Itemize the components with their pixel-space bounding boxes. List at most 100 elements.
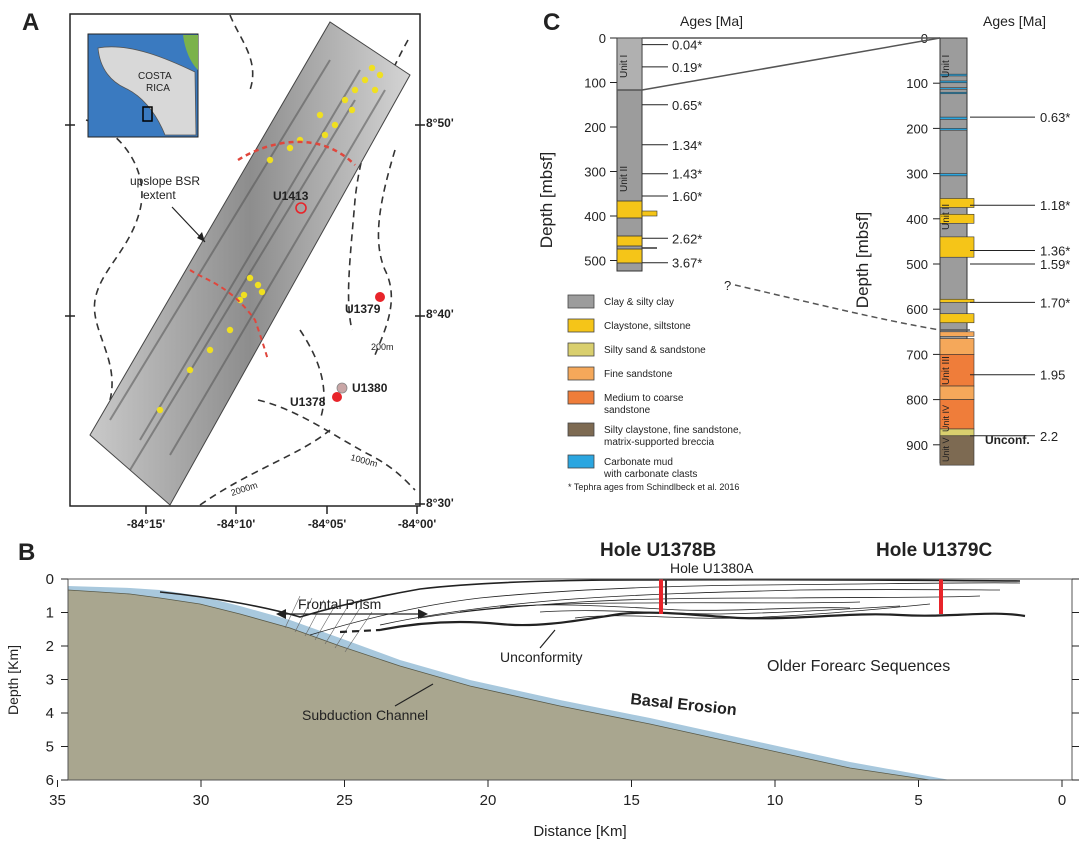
depth-tick-label: 0: [599, 31, 606, 46]
depth-label-right: Depth [mbsf]: [853, 212, 872, 308]
legend-label: Medium to coarse: [604, 393, 684, 404]
left-unit-i-block: [616, 37, 643, 91]
site-u1379-marker: [375, 292, 385, 302]
age-label: 3.67*: [672, 256, 702, 271]
legend-label: Silty sand & sandstone: [604, 345, 706, 356]
y-tick-label: 2: [46, 638, 54, 655]
depth-tick-label: 800: [906, 393, 928, 408]
age-label: 0.63*: [1040, 110, 1070, 125]
y-tick-label: 0: [46, 571, 54, 588]
older-forearc-label: Older Forearc Sequences: [767, 658, 950, 675]
contour-line: [85, 119, 143, 401]
seep-marker: [266, 156, 274, 164]
y-tick-label: 3: [46, 672, 54, 689]
arrow-right-icon: [418, 609, 428, 619]
depth-tick-label: 400: [584, 209, 606, 224]
depth-label-left: Depth [mbsf]: [537, 152, 556, 248]
depth-tick-label: 700: [906, 347, 928, 362]
site-u1378-label: U1378: [290, 395, 326, 409]
section-x-ticks: 35 30 25 20 15 10 5 0: [49, 780, 1066, 809]
right-unit-label: Unit IV: [941, 405, 951, 432]
lithology-bed: [939, 331, 975, 337]
legend-swatch: [567, 294, 595, 309]
right-depth-ticks: 0100200300400500600700800900: [906, 31, 940, 453]
unconformity-dashed: [339, 628, 381, 634]
lithology-bed: [939, 87, 968, 90]
legend-swatch: [567, 422, 595, 437]
tephra-footnote: * Tephra ages from Schindlbeck et al. 20…: [568, 482, 739, 492]
lithology-bed: [939, 399, 975, 430]
panel-a: A COSTA: [22, 9, 454, 531]
seep-marker: [258, 288, 266, 296]
depth-tick-label: 300: [584, 165, 606, 180]
lat-tick-label: 8°50': [426, 116, 454, 130]
left-unit-label: Unit II: [619, 166, 630, 192]
legend-swatch: [567, 390, 595, 405]
map-ticks: [65, 124, 425, 514]
inset-country-line2: RICA: [146, 83, 170, 94]
lithology-bed: [939, 435, 975, 466]
contour-line: [199, 429, 331, 506]
x-tick-label: 35: [49, 792, 66, 809]
panel-b-letter: B: [18, 539, 35, 566]
lithology-bed: [939, 173, 968, 177]
age-label: 1.70*: [1040, 295, 1070, 310]
right-unit-label: Unit V: [941, 437, 951, 462]
depth-tick-label: 900: [906, 438, 928, 453]
contour-line: [299, 329, 325, 421]
arrow-left-icon: [276, 609, 286, 619]
claystone-bed: [616, 200, 643, 219]
section-y-label: Depth [Km]: [5, 645, 21, 715]
lat-tick-label: 8°40': [426, 307, 454, 321]
question-mark: ?: [724, 278, 731, 293]
unconformity-annotation: Unconformity: [500, 649, 582, 665]
lithology-bed: [939, 236, 975, 258]
seep-marker: [156, 406, 164, 414]
subduction-channel-label: Subduction Channel: [302, 707, 428, 723]
depth-tick-label: 300: [906, 167, 928, 182]
legend-label: Clay & silty clay: [604, 297, 674, 308]
lithology-bed: [939, 91, 968, 95]
site-u1380-label: U1380: [352, 381, 388, 395]
seep-marker: [186, 366, 194, 374]
age-label: 0.19*: [672, 60, 702, 75]
seep-marker: [371, 86, 379, 94]
lithology-bed: [939, 213, 975, 224]
age-label: 1.60*: [672, 189, 702, 204]
claystone-bed: [641, 210, 658, 217]
y-tick-label: 4: [46, 705, 54, 722]
inset-locator-box: [142, 106, 153, 122]
prism-hatching: [284, 595, 373, 653]
lon-tick-label: -84°00': [398, 517, 436, 531]
age-label: 1.59*: [1040, 257, 1070, 272]
depth-tick-label: 200: [584, 120, 606, 135]
contour-line: [374, 149, 396, 356]
y-tick-label: 6: [46, 772, 54, 789]
site-u1378-marker: [332, 392, 342, 402]
depth-tick-label: 100: [906, 76, 928, 91]
left-age-markers: 0.04* 0.19* 0.65* 1.34* 1.43* 1.60* 2.62* 3.67*: [642, 38, 702, 271]
seep-markers: [156, 64, 384, 414]
age-label: 1.36*: [1040, 243, 1070, 258]
hole-u1378b-title: Hole U1378B: [600, 540, 716, 561]
unconformity-line: [379, 611, 1026, 632]
x-tick-label: 0: [1058, 792, 1066, 809]
seep-marker: [331, 121, 339, 129]
lithology-bed: [939, 354, 975, 387]
bsr-annotation-line2: extent: [143, 188, 176, 202]
depth-tick-label: 400: [906, 212, 928, 227]
age-label: 2.62*: [672, 231, 702, 246]
legend-label: Fine sandstone: [604, 369, 673, 380]
left-depth-ticks: 0 100 200 300 400 500: [584, 31, 617, 269]
depth-tick-label: 500: [906, 257, 928, 272]
inset-map: COSTA RICA: [87, 33, 199, 138]
depth-tick-label: 100: [584, 76, 606, 91]
lon-tick-label: -84°05': [308, 517, 346, 531]
unconformity-label: Unconf.: [985, 433, 1030, 447]
age-label: 1.18*: [1040, 198, 1070, 213]
inset-neighbor: [183, 35, 198, 70]
site-u1413-label: U1413: [273, 189, 309, 203]
inset-country-line1: COSTA: [138, 71, 172, 82]
depth-tick-label: 600: [906, 302, 928, 317]
swath-texture: [109, 59, 386, 471]
